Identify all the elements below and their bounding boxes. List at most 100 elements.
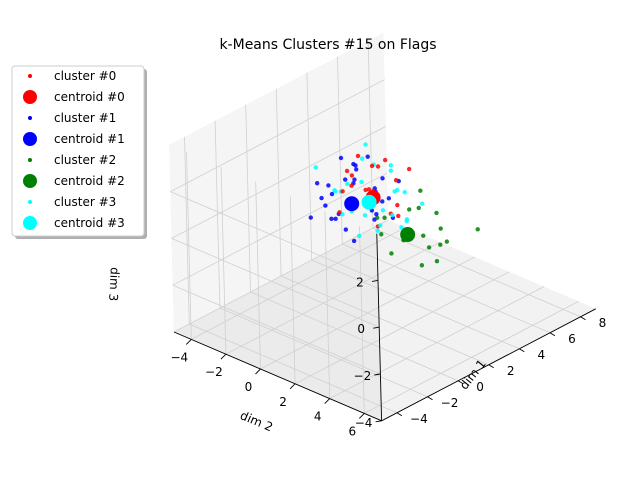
legend-marker-2 [28, 116, 32, 120]
centroid-1 [344, 196, 360, 212]
cluster-0-point [337, 210, 342, 215]
cluster-1-point [319, 195, 324, 201]
x-tick-mark [519, 348, 525, 353]
legend-marker-5 [23, 174, 37, 188]
cluster-3-point [363, 142, 368, 147]
axes-panes [169, 32, 596, 421]
y-grid-floor [329, 286, 545, 399]
y-grid-floor [225, 241, 441, 355]
cluster-1-point [333, 216, 338, 222]
z-grid-left [170, 191, 379, 281]
cluster-3-point [344, 181, 350, 187]
cluster-0-point [366, 187, 372, 192]
z-grid-left [171, 238, 380, 328]
cluster-1-point [374, 211, 379, 217]
chart-title: k-Means Clusters #15 on Flags [219, 37, 436, 53]
legend-marker-6 [28, 200, 32, 204]
cluster-2-point [434, 259, 440, 264]
y-tick-label: −2 [205, 365, 223, 379]
axes-lines [173, 233, 597, 423]
x-grid-floor [311, 259, 520, 350]
cluster-1-point [326, 183, 331, 188]
cluster-3-point [359, 179, 364, 185]
x-tick-mark [549, 332, 556, 337]
cluster-1-point [343, 227, 349, 232]
x-tick-label: 0 [476, 380, 484, 394]
cluster-0-point [395, 202, 400, 208]
z-tick-label: −2 [354, 369, 372, 383]
cluster-1-point [314, 181, 320, 186]
x-tick-mark [580, 316, 586, 321]
y-tick-mark [255, 368, 261, 375]
cluster-2-point [407, 207, 412, 212]
cluster-1-point [308, 215, 313, 220]
cluster-3-point [399, 225, 404, 230]
legend-marker-4 [28, 158, 32, 162]
x-grid-floor [189, 323, 398, 414]
cluster-3-point [378, 223, 383, 228]
z-grid-back [173, 219, 389, 333]
cluster-1-point [386, 196, 392, 201]
cluster-3-point [313, 165, 318, 170]
cluster-3-point [390, 212, 395, 218]
cluster-3-point [362, 213, 368, 218]
cluster-2-point [444, 239, 450, 244]
cluster-3-point [388, 168, 393, 173]
z-grid-back [170, 79, 385, 192]
cluster-0-point [396, 213, 401, 219]
legend-marker-7 [23, 216, 37, 230]
legend-label-7: centroid #3 [54, 216, 125, 230]
cluster-0-point [375, 164, 381, 169]
cluster-0-point [363, 187, 368, 193]
y-grid-floor [364, 301, 579, 414]
x-tick-label: −2 [441, 396, 459, 410]
x-tick-mark [457, 380, 464, 385]
legend-marker-1 [23, 90, 37, 104]
y-tick-mark [220, 353, 227, 360]
x-grid-floor [250, 291, 459, 382]
legend-label-3: centroid #1 [54, 132, 125, 146]
centroid-2 [400, 227, 416, 243]
cluster-2-point [438, 226, 443, 231]
legend-label-4: cluster #2 [54, 153, 116, 167]
cluster-0-point [406, 166, 412, 172]
z-tick-mark [371, 279, 379, 282]
x-tick-label: 2 [507, 364, 515, 378]
cluster-2-point [475, 227, 480, 232]
cluster-0-point [369, 163, 375, 169]
x-grid-floor [219, 307, 428, 398]
y-grid-floor [294, 271, 510, 385]
y-tick-mark [358, 413, 365, 419]
y-tick-mark [185, 339, 192, 345]
legend-box [11, 65, 145, 237]
cluster-2-point [426, 245, 432, 250]
x-tick-label: 6 [568, 332, 576, 346]
cluster-2-point [374, 215, 380, 221]
cluster-3-point [394, 187, 400, 193]
centroid-3 [361, 194, 377, 210]
cluster-1-point [351, 161, 356, 167]
legend-label-5: centroid #2 [54, 174, 125, 188]
cluster-1-point [352, 177, 357, 182]
y-tick-label: 0 [245, 380, 253, 394]
y-tick-label: 2 [279, 395, 287, 409]
cluster-3-point [420, 201, 425, 206]
cluster-2-point [438, 242, 443, 247]
cluster-0-point [355, 153, 361, 159]
z-tick-mark [375, 420, 382, 423]
cluster-3-point [360, 156, 365, 161]
cluster-0-point [382, 157, 388, 163]
legend-label-1: centroid #0 [54, 90, 125, 104]
z-tick-mark [373, 326, 380, 329]
cluster-2-point [389, 251, 394, 256]
z-axis-label: dim 3 [106, 267, 122, 302]
legend-label-6: cluster #3 [54, 195, 116, 209]
cluster-1-point [351, 238, 357, 244]
cluster-1-point [323, 203, 328, 208]
cluster-2-point [418, 188, 423, 193]
z-tick-label: 0 [357, 322, 365, 336]
cluster-2-point [419, 263, 425, 268]
cluster-0-point [349, 183, 354, 188]
cluster-2-point [382, 215, 387, 220]
z-tick-label: 2 [356, 275, 364, 289]
